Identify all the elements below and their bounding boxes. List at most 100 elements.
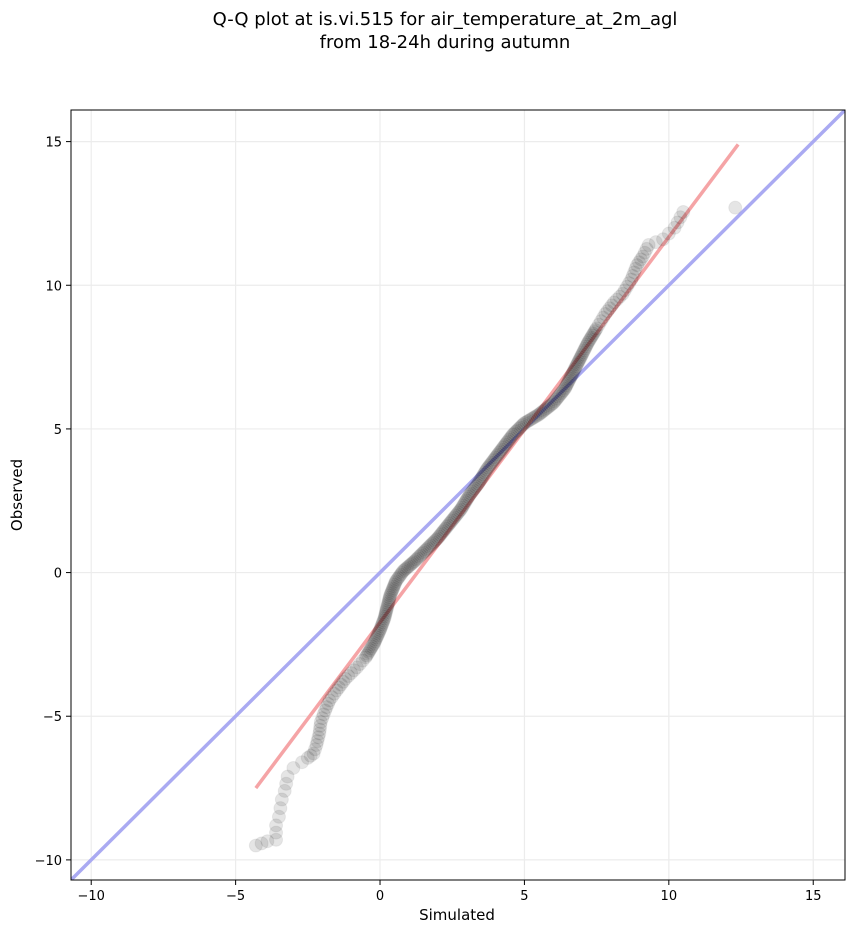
- qq-point: [472, 474, 487, 489]
- qq-point: [465, 484, 480, 499]
- y-tick-label: 5: [54, 423, 62, 438]
- y-tick-label: 15: [45, 136, 62, 151]
- qq-point: [397, 562, 412, 577]
- qq-point: [498, 437, 513, 452]
- qq-point: [358, 650, 373, 665]
- qq-point: [483, 457, 498, 472]
- qq-point: [570, 355, 585, 370]
- qq-point: [635, 249, 650, 264]
- qq-point: [308, 742, 323, 757]
- qq-point: [380, 598, 395, 613]
- qq-point: [347, 663, 362, 678]
- qq-point: [615, 286, 630, 301]
- qq-point: [578, 341, 593, 356]
- qq-point: [612, 289, 627, 304]
- qq-point: [670, 215, 685, 230]
- qq-point: [313, 714, 328, 729]
- qq-point: [430, 531, 445, 546]
- qq-point: [569, 359, 584, 374]
- qq-point: [619, 279, 634, 294]
- qq-point: [728, 200, 743, 215]
- qq-point: [316, 707, 331, 722]
- qq-point: [510, 423, 525, 438]
- qq-point: [466, 483, 481, 498]
- qq-point: [479, 462, 494, 477]
- qq-point: [604, 298, 619, 313]
- qq-point: [394, 565, 409, 580]
- qq-point: [370, 628, 385, 643]
- qq-point: [378, 607, 393, 622]
- qq-point: [271, 809, 286, 824]
- qq-point: [505, 427, 520, 442]
- qq-point: [382, 590, 397, 605]
- y-axis-ticks: −10 −5 0 5 10 15: [35, 136, 71, 869]
- qq-point: [319, 700, 334, 715]
- qq-point: [407, 554, 422, 569]
- qq-point: [458, 495, 473, 510]
- qq-point: [386, 579, 401, 594]
- qq-point: [631, 255, 646, 270]
- qq-point: [558, 379, 573, 394]
- qq-point: [539, 401, 554, 416]
- qq-point: [385, 583, 400, 598]
- x-tick-label: −5: [226, 889, 245, 904]
- qq-point: [514, 419, 529, 434]
- qq-point: [552, 388, 567, 403]
- qq-point: [260, 834, 275, 849]
- qq-point: [295, 755, 310, 770]
- qq-point: [375, 615, 390, 630]
- qq-point: [602, 301, 617, 316]
- qq-point: [359, 648, 374, 663]
- qq-point: [467, 481, 482, 496]
- qq-point: [349, 660, 364, 675]
- qq-point: [588, 323, 603, 338]
- qq-point: [451, 505, 466, 520]
- qq-point: [573, 350, 588, 365]
- qq-point: [667, 220, 682, 235]
- qq-point: [628, 261, 643, 276]
- qq-point: [633, 252, 648, 267]
- qq-point: [637, 245, 652, 260]
- plot-frame: [70, 109, 846, 881]
- qq-point: [625, 268, 640, 283]
- qq-point: [372, 624, 387, 639]
- qq-point: [459, 493, 474, 508]
- qq-point: [543, 398, 558, 413]
- qq-point: [373, 621, 388, 636]
- qq-point: [515, 417, 530, 432]
- qq-point: [406, 555, 421, 570]
- x-tick-label: −10: [77, 889, 104, 904]
- y-tick-label: 10: [45, 279, 62, 294]
- qq-point: [478, 463, 493, 478]
- qq-point: [362, 643, 377, 658]
- qq-point: [274, 792, 289, 807]
- qq-point: [547, 394, 562, 409]
- qq-point: [393, 567, 408, 582]
- qq-point: [310, 734, 325, 749]
- qq-point: [352, 657, 367, 672]
- chart-title-line1: Q-Q plot at is.vi.515 for air_temperatur…: [213, 9, 678, 30]
- qq-point: [383, 586, 398, 601]
- qq-point: [641, 238, 656, 253]
- qq-point: [439, 519, 454, 534]
- qq-point: [564, 367, 579, 382]
- qq-point: [322, 693, 337, 708]
- qq-point: [517, 416, 532, 431]
- qq-point: [630, 258, 645, 273]
- qq-point: [600, 304, 615, 319]
- qq-point: [535, 404, 550, 419]
- qq-point: [639, 241, 654, 256]
- qq-point: [376, 613, 391, 628]
- qq-point: [379, 603, 394, 618]
- qq-point: [312, 722, 327, 737]
- reference-lines: [71, 110, 845, 880]
- qq-point: [309, 737, 324, 752]
- qq-point: [565, 366, 580, 381]
- qq-point: [441, 518, 456, 533]
- qq-point: [482, 458, 497, 473]
- qq-point: [426, 535, 441, 550]
- qq-point: [269, 832, 284, 847]
- qq-point: [511, 421, 526, 436]
- qq-point: [413, 548, 428, 563]
